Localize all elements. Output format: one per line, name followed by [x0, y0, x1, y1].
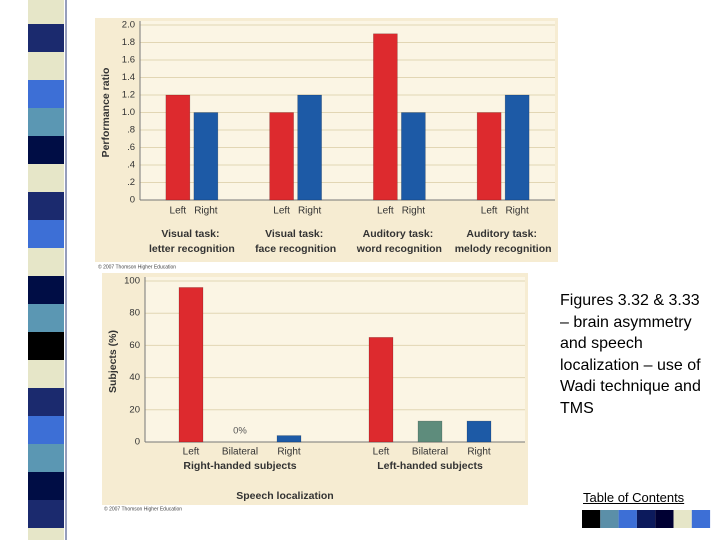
strip-square [28, 416, 64, 444]
y-axis-title: Performance ratio [100, 68, 112, 158]
y-tick-label: 40 [129, 372, 140, 383]
value-label: 0% [233, 426, 247, 437]
group-label: Auditory task: word recognition [356, 228, 442, 255]
strip-square [28, 108, 64, 136]
bar [466, 420, 492, 443]
strip-square [28, 24, 64, 52]
footer-square [636, 510, 656, 528]
y-tick-label: .8 [127, 125, 135, 136]
bar [297, 94, 322, 201]
footer-square [655, 510, 674, 528]
y-tick-label: 0 [135, 437, 140, 448]
bar [401, 112, 426, 201]
copyright: © 2007 Thomson Higher Education [98, 263, 176, 270]
bar-category-label: Left [481, 206, 498, 217]
y-tick-label: 80 [129, 308, 140, 319]
table-of-contents-link[interactable]: Table of Contents [583, 490, 685, 505]
bar [368, 337, 394, 443]
y-tick-label: 1.6 [122, 55, 135, 66]
bar-category-label: Bilateral [412, 447, 448, 458]
y-tick-label: 1.4 [122, 72, 135, 83]
bar-category-label: Right [467, 447, 491, 458]
x-axis-title: Speech localization [236, 490, 333, 502]
bar [193, 112, 219, 201]
strip-square [28, 360, 64, 388]
footer-square [600, 510, 619, 528]
strip-square [28, 248, 64, 276]
group-label: Visual task: face recognition [255, 228, 336, 255]
bar [165, 94, 191, 201]
strip-square [28, 332, 64, 360]
slide-caption: Figures 3.32 & 3.33 – brain asymmetry an… [560, 292, 701, 417]
bar [417, 420, 443, 443]
bar-category-label: Left [170, 206, 187, 217]
strip-square [28, 528, 64, 540]
bar-category-label: Right [505, 206, 529, 217]
group-label: Left-handed subjects [377, 460, 483, 472]
footer-square [673, 510, 692, 528]
group-label: Auditory task: melody recognition [455, 228, 552, 255]
y-tick-label: 1.8 [122, 37, 135, 48]
footer-square [618, 510, 637, 528]
y-tick-label: .2 [127, 177, 135, 188]
strip-square [28, 304, 64, 332]
bar-category-label: Left [183, 447, 200, 458]
y-tick-label: .6 [127, 142, 135, 153]
bar-category-label: Bilateral [222, 447, 258, 458]
strip-square [28, 220, 64, 248]
bar [269, 112, 294, 201]
group-label: Right-handed subjects [183, 460, 296, 472]
bar-category-label: Right [298, 206, 322, 217]
y-tick-label: 20 [129, 404, 140, 415]
strip-square [28, 444, 64, 472]
bar-category-label: Right [194, 206, 218, 217]
strip-square [28, 0, 64, 24]
y-axis-title: Subjects (%) [107, 330, 119, 393]
strip-square [28, 276, 64, 304]
group-label: Visual task: letter recognition [149, 228, 235, 255]
footer-square [691, 510, 711, 528]
footer-square [582, 510, 601, 528]
y-tick-label: 1.0 [122, 107, 135, 118]
plot-area [145, 277, 525, 442]
y-tick-label: 100 [124, 276, 140, 287]
bar-category-label: Left [377, 206, 394, 217]
bar-category-label: Left [273, 206, 290, 217]
strip-square [28, 80, 64, 108]
bar [476, 112, 502, 201]
bar-category-label: Right [402, 206, 426, 217]
strip-square [28, 472, 64, 500]
y-tick-label: 60 [129, 340, 140, 351]
y-tick-label: 2.0 [122, 20, 135, 31]
strip-square [28, 192, 64, 220]
bar [504, 94, 530, 201]
strip-square [28, 388, 64, 416]
y-tick-label: .4 [127, 160, 135, 171]
y-tick-label: 0 [130, 195, 135, 206]
bar-category-label: Right [277, 447, 301, 458]
strip-square [28, 500, 64, 528]
bar [276, 435, 302, 443]
copyright: © 2007 Thomson Higher Education [104, 505, 182, 512]
y-tick-label: 1.2 [122, 90, 135, 101]
strip-square [28, 164, 64, 192]
bar-category-label: Left [373, 447, 390, 458]
strip-square [28, 136, 64, 164]
strip-square [28, 52, 64, 80]
bar [178, 287, 204, 443]
bar [373, 33, 398, 201]
